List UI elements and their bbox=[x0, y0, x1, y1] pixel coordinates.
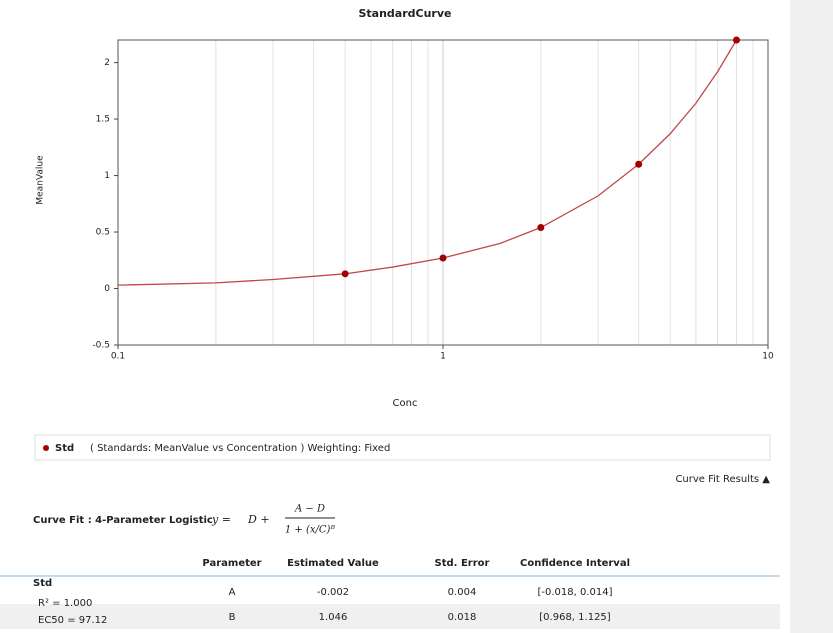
r-squared: R² = 1.000 bbox=[38, 598, 92, 609]
x-axis-label: Conc bbox=[393, 398, 418, 409]
table-cell: A bbox=[229, 587, 236, 598]
results-table: Std R² = 1.000 EC50 = 97.12 Parameter Est… bbox=[0, 558, 780, 629]
fit-title: Curve Fit : 4-Parameter Logistic bbox=[33, 515, 213, 526]
column-header: Estimated Value bbox=[287, 558, 379, 569]
results-toggle[interactable]: Curve Fit Results ▲ bbox=[675, 474, 770, 485]
table-cell: 1.046 bbox=[319, 612, 348, 623]
y-tick-label: 2 bbox=[104, 58, 110, 68]
y-tick-label: 0.5 bbox=[96, 228, 110, 238]
ec50: EC50 = 97.12 bbox=[38, 615, 107, 626]
legend-name: Std bbox=[55, 443, 74, 454]
legend-description: ( Standards: MeanValue vs Concentration … bbox=[90, 443, 390, 454]
table-cell: 0.018 bbox=[448, 612, 477, 623]
chart-title: StandardCurve bbox=[359, 7, 452, 20]
table-cell: [0.968, 1.125] bbox=[539, 612, 611, 623]
y-tick-label: 0 bbox=[104, 284, 110, 294]
group-name: Std bbox=[33, 578, 52, 589]
data-point bbox=[537, 224, 545, 232]
row-background bbox=[0, 604, 780, 629]
table-cell: 0.004 bbox=[448, 587, 477, 598]
legend-box bbox=[34, 434, 771, 461]
formula-denominator: 1 + (x/C)ᴮ bbox=[285, 525, 336, 536]
column-header: Parameter bbox=[202, 558, 261, 569]
formula-d: D + bbox=[247, 513, 270, 526]
y-axis-label: MeanValue bbox=[36, 155, 46, 205]
x-tick-label: 10 bbox=[762, 352, 774, 362]
column-header: Confidence Interval bbox=[520, 558, 630, 569]
column-header: Std. Error bbox=[435, 558, 490, 569]
plot-frame bbox=[117, 39, 769, 346]
sidebar bbox=[790, 0, 833, 633]
x-tick-label: 1 bbox=[440, 352, 446, 362]
y-tick-label: 1.5 bbox=[96, 115, 110, 125]
table-cell: -0.002 bbox=[317, 587, 349, 598]
data-point bbox=[341, 270, 349, 278]
formula-lhs: y = bbox=[211, 513, 231, 526]
data-point bbox=[439, 254, 447, 262]
y-tick-label: -0.5 bbox=[92, 341, 110, 351]
fit-curve bbox=[117, 39, 738, 286]
x-tick-label: 0.1 bbox=[111, 352, 125, 362]
table-cell: [-0.018, 0.014] bbox=[537, 587, 612, 598]
legend-marker bbox=[43, 445, 49, 451]
formula-numerator: A − D bbox=[294, 504, 325, 515]
plot: 0.1 1 10 -0.5 0 0.5 1 1.5 2 bbox=[92, 36, 774, 362]
data-point bbox=[635, 160, 643, 168]
data-point bbox=[733, 36, 741, 44]
table-cell: B bbox=[229, 612, 236, 623]
y-tick-label: 1 bbox=[104, 171, 110, 181]
